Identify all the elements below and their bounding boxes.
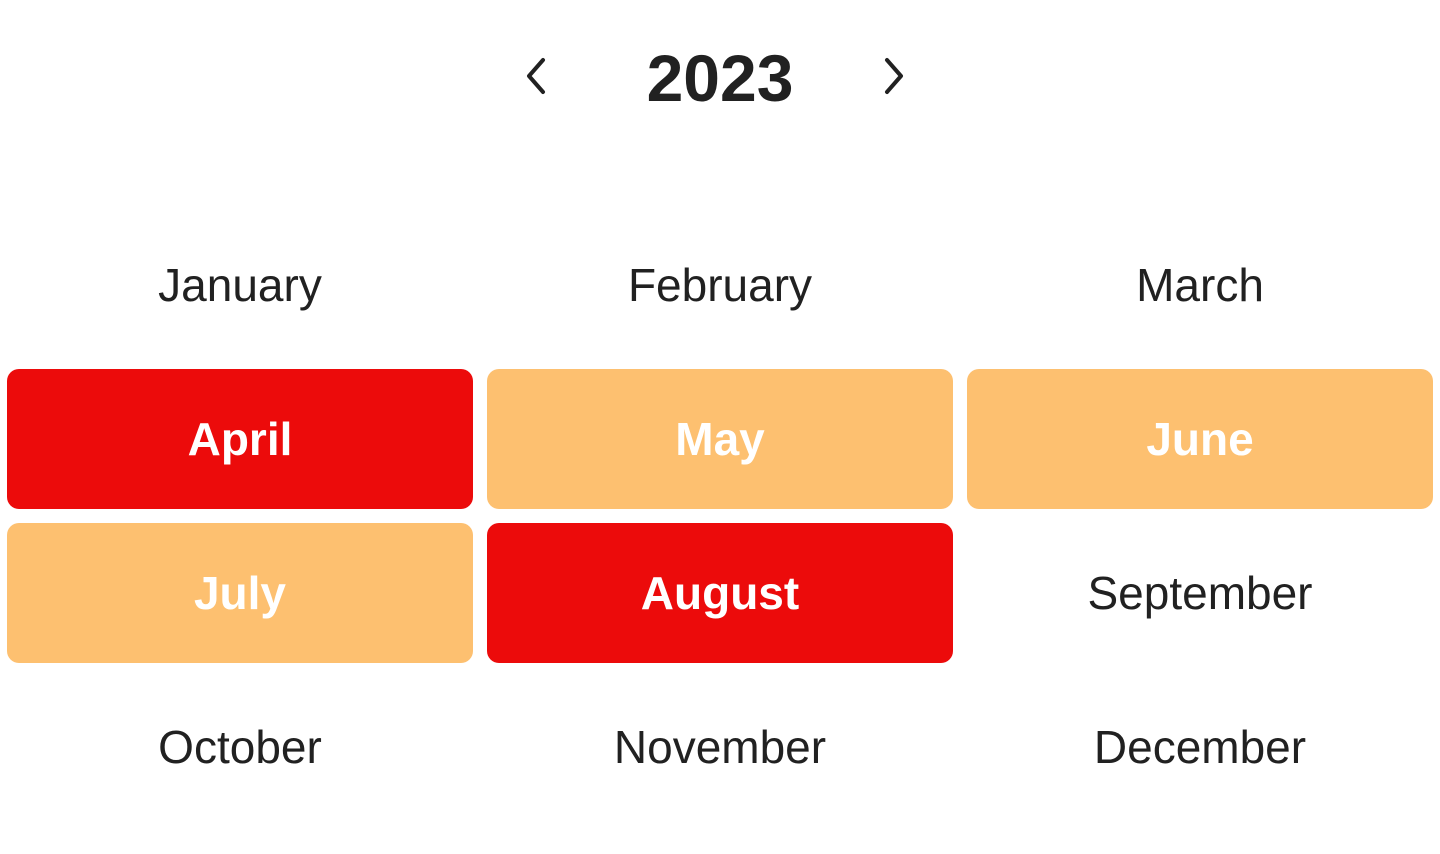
month-cell-march[interactable]: March — [1136, 259, 1264, 311]
month-cell-october[interactable]: October — [158, 721, 322, 773]
month-cell-july[interactable]: July — [7, 523, 473, 663]
month-cell-september[interactable]: September — [1087, 567, 1313, 619]
month-cell-november[interactable]: November — [613, 721, 827, 773]
chevron-left-icon — [527, 58, 545, 94]
year-label[interactable]: 2023 — [646, 41, 794, 115]
month-grid: January February March April May June Ju… — [7, 215, 1433, 817]
month-cell-april[interactable]: April — [7, 369, 473, 509]
month-cell-may[interactable]: May — [487, 369, 953, 509]
next-year-button[interactable] — [864, 46, 924, 106]
chevron-right-icon — [885, 58, 903, 94]
month-cell-august[interactable]: August — [487, 523, 953, 663]
month-cell-june[interactable]: June — [967, 369, 1433, 509]
previous-year-button[interactable] — [506, 46, 566, 106]
month-cell-december[interactable]: December — [1093, 721, 1307, 773]
month-cell-january[interactable]: January — [158, 259, 322, 311]
calendar-header: 2023 — [0, 0, 1440, 155]
month-cell-february[interactable]: February — [627, 259, 813, 311]
